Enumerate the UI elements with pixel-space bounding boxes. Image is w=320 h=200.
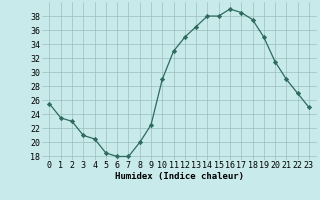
X-axis label: Humidex (Indice chaleur): Humidex (Indice chaleur) <box>115 172 244 181</box>
